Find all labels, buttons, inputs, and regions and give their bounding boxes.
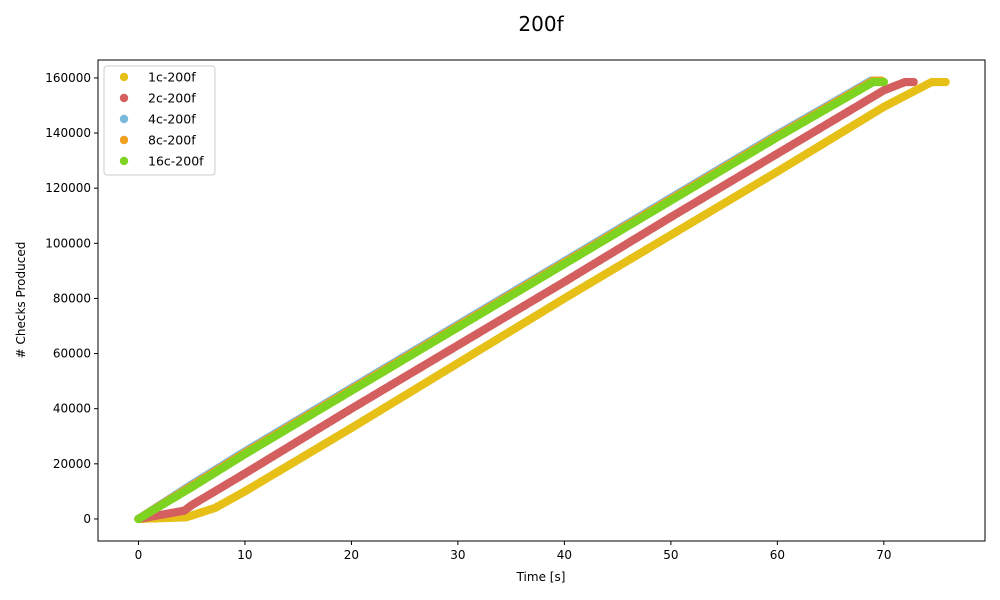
x-tick-label: 0 — [135, 548, 143, 562]
legend-item: 16c-200f — [119, 154, 204, 169]
plot-frame — [97, 59, 986, 542]
data-point — [941, 77, 950, 87]
legend-item: 2c-200f — [119, 91, 196, 106]
legend-label: 1c-200f — [148, 70, 196, 85]
legend-label: 16c-200f — [148, 154, 204, 169]
y-tick-label: 160000 — [45, 71, 91, 85]
y-tick-label: 40000 — [53, 402, 91, 416]
legend-marker — [119, 93, 129, 103]
x-tick-label: 40 — [557, 548, 572, 562]
y-tick-label: 60000 — [53, 347, 91, 361]
data-point — [909, 77, 918, 87]
legend-item: 1c-200f — [119, 70, 196, 85]
series-1c-200f — [134, 77, 950, 524]
x-tick-label: 50 — [663, 548, 678, 562]
legend-box — [103, 65, 216, 176]
x-axis-label: Time [s] — [516, 570, 566, 584]
x-tick-label: 20 — [344, 548, 359, 562]
legend-label: 2c-200f — [148, 91, 196, 106]
x-tick-label: 70 — [876, 548, 891, 562]
series-2c-200f — [134, 77, 918, 524]
x-tick-label: 30 — [450, 548, 465, 562]
x-axis: 0 10 20 30 40 50 60 70 — [135, 541, 891, 562]
legend-marker — [119, 135, 129, 145]
legend: 1c-200f 2c-200f 4c-200f 8c-200f 16c-200f — [103, 65, 216, 176]
data-point — [879, 77, 889, 87]
legend-label: 4c-200f — [148, 112, 196, 127]
legend-item: 4c-200f — [119, 112, 196, 127]
chart-title: 200f — [518, 12, 564, 36]
y-tick-label: 80000 — [53, 291, 91, 305]
x-tick-label: 10 — [237, 548, 252, 562]
y-tick-label: 0 — [83, 512, 91, 526]
y-tick-label: 140000 — [45, 126, 91, 140]
y-axis-label: # Checks Produced — [14, 242, 28, 359]
legend-item: 8c-200f — [119, 133, 196, 148]
y-axis: 0 20000 40000 60000 80000 100000 120000 140000 1… — [45, 71, 98, 526]
y-tick-label: 100000 — [45, 236, 91, 250]
x-tick-label: 60 — [770, 548, 785, 562]
y-tick-label: 120000 — [45, 181, 91, 195]
series-16c-200f — [134, 77, 889, 524]
y-tick-label: 20000 — [53, 457, 91, 471]
legend-label: 8c-200f — [148, 133, 196, 148]
legend-marker — [119, 156, 129, 166]
legend-marker — [119, 72, 129, 82]
legend-marker — [119, 114, 129, 124]
series-layer — [134, 76, 950, 524]
